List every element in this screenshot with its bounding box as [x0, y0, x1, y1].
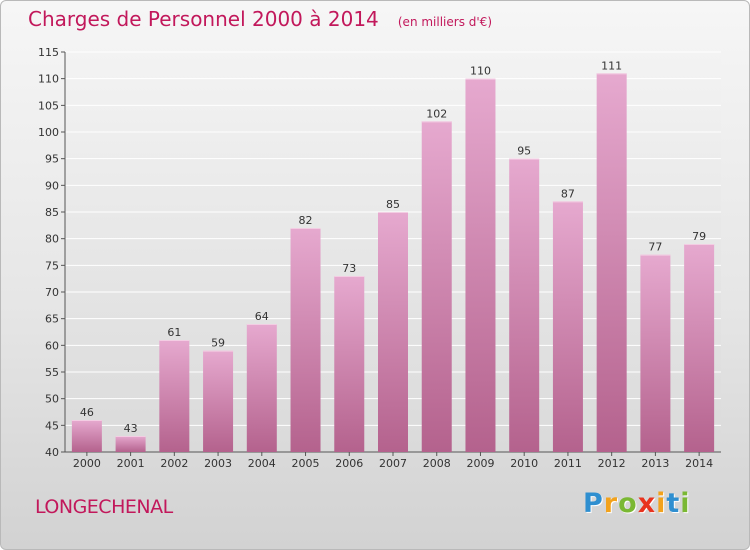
- bar-2000: [71, 420, 102, 452]
- x-tick-label-2004: 2004: [248, 457, 276, 470]
- y-tick-label: 50: [45, 393, 59, 406]
- data-label-2014: 79: [692, 230, 706, 243]
- x-tick-label-2010: 2010: [510, 457, 538, 470]
- x-tick-label-2011: 2011: [554, 457, 582, 470]
- data-label-2011: 87: [561, 187, 575, 200]
- x-tick-label-2006: 2006: [335, 457, 363, 470]
- y-tick-label: 55: [45, 366, 59, 379]
- data-label-2008: 102: [426, 107, 447, 120]
- bar-2004: [246, 324, 277, 452]
- data-label-2012: 111: [601, 59, 622, 72]
- bar-2006: [334, 276, 365, 452]
- bar-2012: [596, 73, 627, 452]
- y-tick-label: 110: [38, 73, 59, 86]
- y-tick-label: 95: [45, 153, 59, 166]
- bar-2005: [290, 228, 321, 452]
- logo-letter: i: [656, 488, 667, 519]
- bar-layer: [71, 73, 715, 453]
- data-label-2013: 77: [648, 241, 662, 254]
- chart-title: Charges de Personnel 2000 à 2014: [28, 7, 379, 31]
- x-tick-label-2008: 2008: [423, 457, 451, 470]
- chart-subtitle: (en milliers d'€): [397, 15, 492, 29]
- bar-2009: [465, 78, 496, 453]
- logo-letter: r: [603, 488, 619, 519]
- data-label-2010: 95: [517, 145, 531, 158]
- y-tick-label: 60: [45, 339, 59, 352]
- data-label-2007: 85: [386, 198, 400, 211]
- data-label-2003: 59: [211, 337, 225, 350]
- x-tick-label-2002: 2002: [160, 457, 188, 470]
- bar-2008: [421, 121, 452, 452]
- x-tick-label-2007: 2007: [379, 457, 407, 470]
- bar-2002: [159, 340, 190, 452]
- x-tick-label-2005: 2005: [292, 457, 320, 470]
- data-label-2005: 82: [299, 214, 313, 227]
- logo-letter: t: [666, 488, 681, 519]
- x-tick-label-2001: 2001: [117, 457, 145, 470]
- y-tick-label: 40: [45, 446, 59, 459]
- bar-2001: [115, 436, 146, 452]
- data-label-2001: 43: [124, 422, 138, 435]
- y-tick-label: 65: [45, 313, 59, 326]
- x-tick-label-2003: 2003: [204, 457, 232, 470]
- bar-2003: [203, 350, 234, 452]
- data-label-2002: 61: [167, 326, 181, 339]
- commune-name: LONGECHENAL: [35, 496, 173, 518]
- y-tick-label: 70: [45, 286, 59, 299]
- x-tick-label-2013: 2013: [641, 457, 669, 470]
- y-tick-label: 75: [45, 259, 59, 272]
- logo-letter: P: [583, 488, 604, 519]
- data-label-2006: 73: [342, 262, 356, 275]
- x-tick-label-2000: 2000: [73, 457, 101, 470]
- bar-2010: [509, 158, 540, 452]
- bar-2014: [684, 244, 715, 452]
- y-tick-label: 90: [45, 179, 59, 192]
- bar-2011: [552, 201, 583, 452]
- logo-letter: x: [637, 488, 657, 519]
- title-line: Charges de Personnel 2000 à 2014 (en mil…: [28, 7, 492, 31]
- x-tick-label-2012: 2012: [598, 457, 626, 470]
- logo-letter: o: [618, 488, 638, 519]
- x-tick-label-2009: 2009: [466, 457, 494, 470]
- y-tick-label: 100: [38, 126, 59, 139]
- bar-2007: [378, 212, 408, 452]
- data-label-2004: 64: [255, 310, 269, 323]
- data-label-2009: 110: [470, 65, 491, 78]
- logo-letter: i: [680, 488, 691, 519]
- proxiti-logo: Proxiti: [583, 488, 691, 519]
- y-tick-label: 80: [45, 233, 59, 246]
- y-tick-label: 105: [38, 99, 59, 112]
- y-tick-label: 85: [45, 206, 59, 219]
- x-tick-label-2014: 2014: [685, 457, 713, 470]
- data-label-2000: 46: [80, 406, 94, 419]
- y-tick-label: 45: [45, 419, 59, 432]
- y-tick-label: 115: [38, 46, 59, 59]
- label-layer: 46 43 61 59 64 82 73 85 102 110 95 87 111 77 79: [80, 59, 706, 435]
- bar-2013: [640, 254, 671, 452]
